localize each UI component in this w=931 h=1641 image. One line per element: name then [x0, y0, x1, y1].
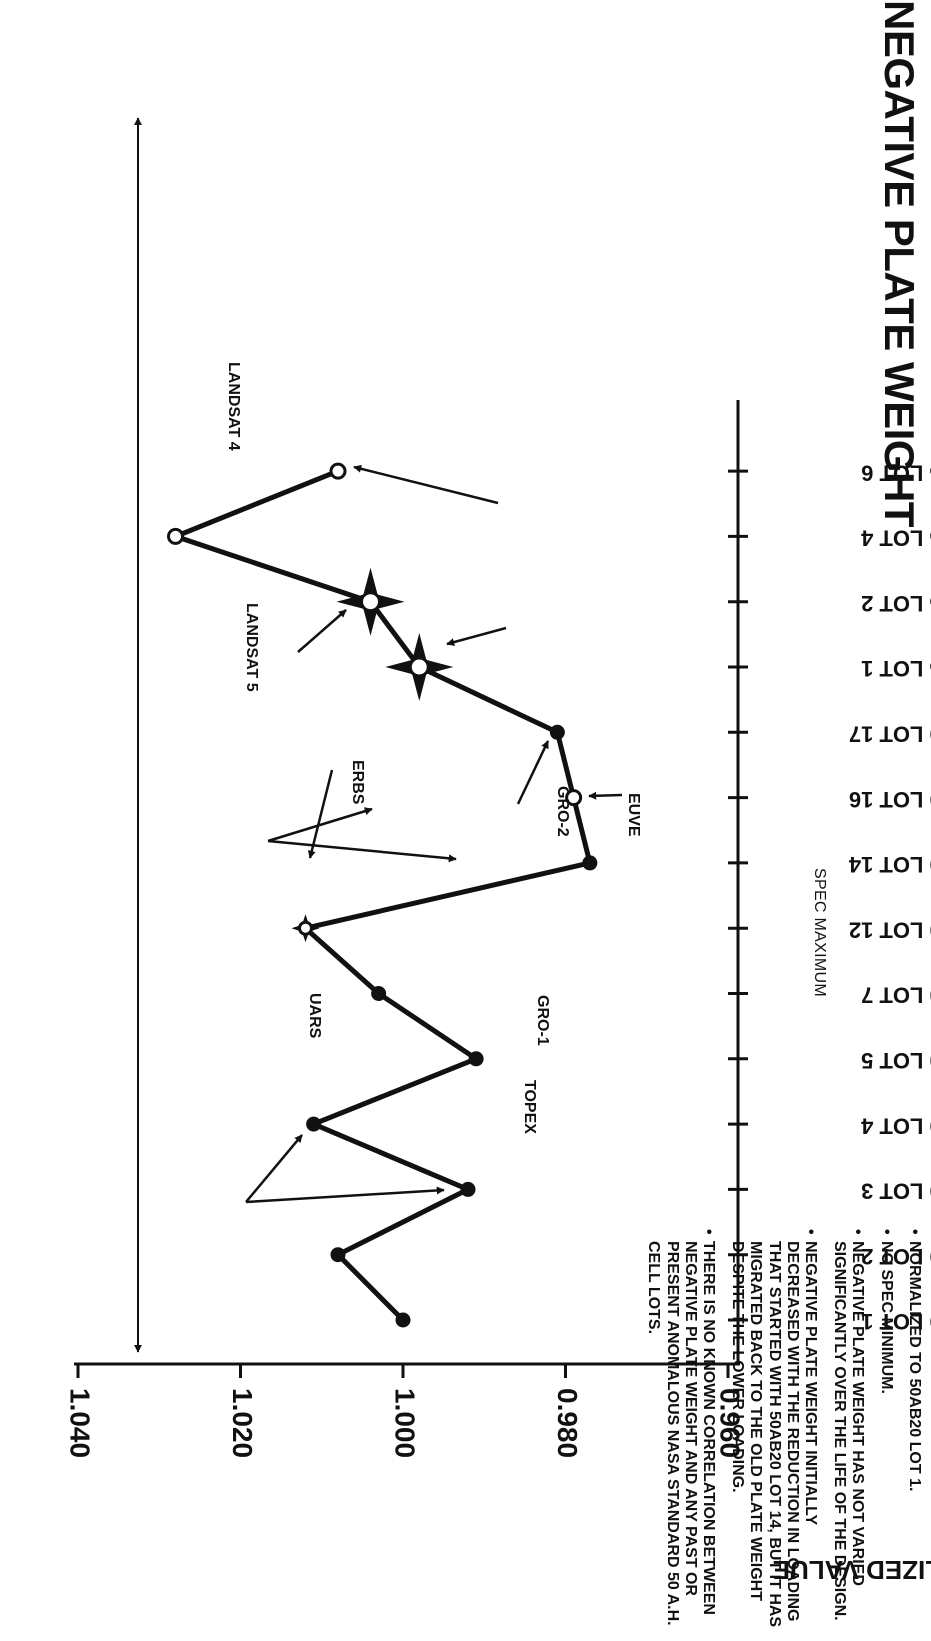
value-tick-label: 0.960	[715, 1388, 746, 1458]
note-item: • NEGATIVE PLATE WEIGHT INITIALLY DECREAS…	[727, 1229, 820, 1629]
annotation-arrow	[297, 609, 347, 653]
data-point	[460, 1181, 476, 1197]
data-point	[306, 1116, 322, 1132]
note-text: NEGATIVE PLATE WEIGHT HAS NOT VARIED SIG…	[830, 1241, 867, 1621]
category-tick-label: 20 LOT 12	[849, 917, 931, 942]
data-point	[330, 1247, 346, 1263]
data-point	[582, 855, 598, 871]
series-group	[167, 462, 598, 1328]
data-point	[329, 462, 347, 480]
category-tick-label: 20 LOT 17	[849, 721, 931, 746]
data-point	[549, 724, 565, 740]
category-tick-label: 20 LOT 16	[849, 787, 931, 812]
annotation-arrows	[245, 464, 623, 1204]
category-tick-label: 35 LOT 4	[860, 526, 931, 551]
annotation-arrow	[245, 1134, 303, 1203]
category-tick-label: 35 LOT 6	[861, 460, 931, 485]
category-tick-label: 20 LOT 3	[861, 1179, 931, 1204]
bullet-icon: •	[802, 1229, 820, 1235]
note-item: • NEGATIVE PLATE WEIGHT HAS NOT VARIED SI…	[829, 1229, 866, 1629]
value-tick-label: 0.980	[552, 1388, 583, 1458]
annotation-erbs: ERBS	[349, 760, 366, 805]
chart-axes	[74, 400, 748, 1378]
value-tick-label: 1.020	[227, 1388, 258, 1458]
bullet-icon: •	[700, 1229, 718, 1235]
note-text: NO SPEC MINIMUM.	[877, 1241, 895, 1394]
data-point	[408, 656, 430, 678]
series-line	[173, 468, 593, 1322]
value-axis-title: NORMALIZED VALUE	[773, 1555, 931, 1585]
annotation-arrow	[307, 769, 334, 859]
notes-list: • NORMALIZED TO 50AB20 LOT 1. • NO SPEC MIN…	[634, 1229, 923, 1629]
annotation-euve: EUVE	[625, 793, 642, 837]
annotation-topex: TOPEX	[521, 1080, 538, 1134]
data-point	[371, 986, 387, 1001]
data-point	[298, 920, 313, 936]
data-point	[167, 527, 184, 545]
category-tick-label: 20 LOT 14	[848, 852, 931, 877]
annotation-gro-1: GRO-1	[534, 995, 551, 1046]
category-tick-label: 20 LOT 1	[861, 1309, 931, 1334]
annotation-arrow	[267, 839, 457, 863]
annotation-arrow	[446, 626, 507, 646]
category-tick-label: 20 LOT 4	[860, 1113, 931, 1138]
annotation-arrow	[516, 740, 550, 805]
bullet-icon: •	[906, 1229, 923, 1235]
note-text: NEGATIVE PLATE WEIGHT INITIALLY DECREASE…	[728, 1241, 820, 1628]
annotation-arrow	[245, 1186, 445, 1204]
annotation-gro-2: GRO-2	[554, 786, 571, 837]
annotation-landsat-5: LANDSAT 5	[243, 603, 260, 692]
annotation-uars: UARS	[306, 993, 323, 1039]
bullet-icon: •	[849, 1229, 867, 1235]
value-tick-label: 1.040	[65, 1388, 96, 1458]
spec-maximum-label: SPEC MAXIMUM	[811, 868, 828, 997]
note-item: • NO SPEC MINIMUM.	[876, 1229, 895, 1629]
value-tick-label: 1.000	[390, 1388, 421, 1458]
bullet-icon: •	[877, 1229, 895, 1235]
note-item: • NORMALIZED TO 50AB20 LOT 1.	[905, 1229, 923, 1629]
annotation-arrow	[267, 807, 373, 843]
annotation-arrow	[353, 464, 499, 505]
category-tick-label: 35 LOT 2	[861, 591, 931, 616]
category-tick-label: 20 LOT 7	[861, 983, 931, 1008]
note-text: THERE IS NO KNOWN CORRELATION BETWEEN NE…	[645, 1241, 718, 1626]
data-point	[468, 1051, 484, 1067]
tick-labels: 1.040 1.020 1.000 0.980 0.960 NORMALIZED VALU…	[65, 460, 931, 1585]
data-point	[565, 789, 583, 807]
category-tick-label: 20 LOT 5	[861, 1048, 931, 1073]
note-text: NORMALIZED TO 50AB20 LOT 1.	[906, 1241, 923, 1492]
annotation-arrow	[588, 791, 623, 800]
data-point	[395, 1312, 411, 1328]
data-point	[360, 591, 381, 613]
chart-title: NEGATIVE PLATE WEIGHT	[876, 0, 923, 527]
note-item: • THERE IS NO KNOWN CORRELATION BETWEEN N…	[644, 1229, 718, 1629]
category-tick-label: 20 LOT 2	[861, 1244, 931, 1269]
category-tick-label: 35 LOT 1	[861, 656, 931, 681]
annotation-landsat-4: LANDSAT 4	[225, 362, 242, 451]
